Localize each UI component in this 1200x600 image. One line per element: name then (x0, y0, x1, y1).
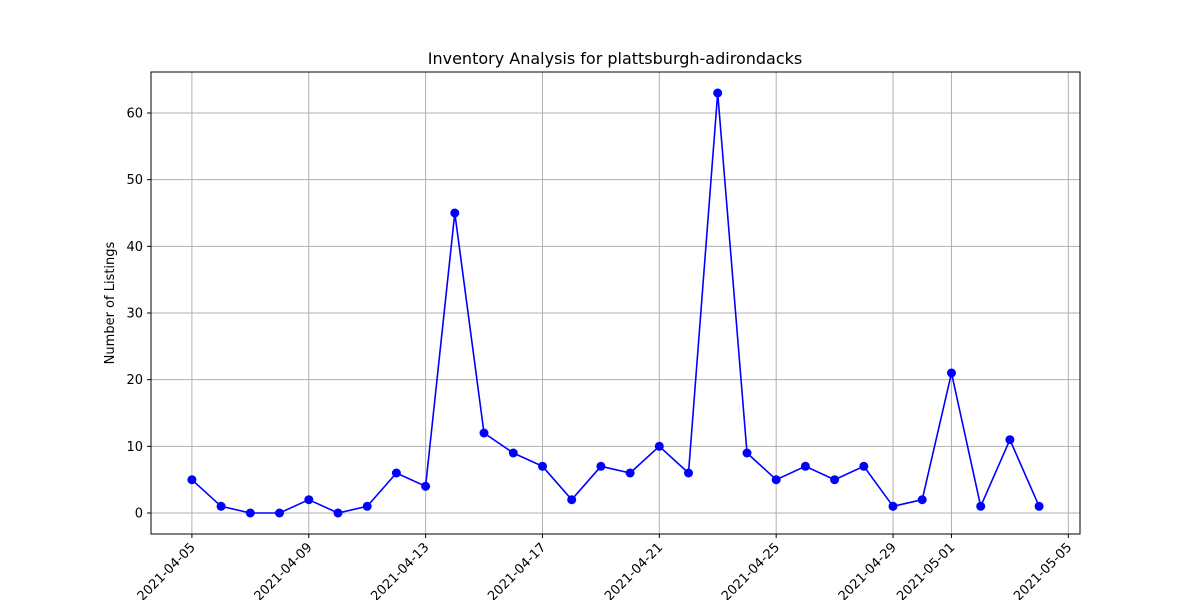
data-point (976, 501, 986, 511)
data-point (1005, 435, 1015, 445)
x-tick-label: 2021-04-17 (485, 540, 549, 600)
y-tick-label: 50 (126, 173, 143, 188)
data-point (800, 461, 810, 471)
data-point (771, 475, 781, 485)
data-point (508, 448, 518, 458)
data-point (245, 508, 255, 518)
x-tick-label: 2021-04-21 (602, 540, 666, 600)
y-tick-label: 40 (126, 240, 143, 255)
data-point (567, 495, 577, 505)
data-point (625, 468, 635, 478)
data-point (888, 501, 898, 511)
plot-frame (150, 71, 1081, 535)
y-axis-ticks: 0 10 20 30 40 50 60 (126, 107, 151, 522)
data-point (391, 468, 401, 478)
data-point (684, 468, 693, 478)
data-point (830, 475, 840, 485)
data-point (304, 495, 314, 505)
data-point (713, 88, 723, 98)
data-point (187, 475, 197, 485)
x-tick-label: 2021-04-05 (135, 540, 199, 600)
x-tick-label: 2021-04-25 (719, 540, 783, 600)
y-tick-label: 20 (126, 373, 143, 388)
series-line-group (187, 88, 1044, 518)
chart-title: Inventory Analysis for plattsburgh-adiro… (428, 49, 802, 68)
data-point (742, 448, 752, 458)
series-line (191, 92, 1040, 514)
data-point (479, 428, 489, 438)
data-point (654, 441, 664, 451)
y-tick-label: 60 (126, 107, 143, 122)
y-tick-label: 30 (126, 307, 143, 322)
x-axis-ticks: 2021-04-05 2021-04-09 2021-04-13 2021-04-17… (135, 534, 1075, 600)
data-point (859, 461, 869, 471)
y-tick-label: 0 (135, 507, 143, 522)
data-point (216, 501, 226, 511)
data-point (450, 208, 460, 218)
y-axis-label: Number of Listings (103, 241, 118, 364)
data-point (538, 461, 547, 471)
data-point (333, 508, 343, 518)
grid-lines (151, 72, 1080, 534)
data-point (275, 508, 284, 518)
data-point (421, 481, 431, 491)
data-point (917, 495, 927, 505)
x-tick-label: 2021-04-29 (836, 540, 900, 600)
data-point (947, 368, 956, 378)
x-tick-label: 2021-05-05 (1011, 540, 1075, 600)
data-point (1034, 501, 1044, 511)
x-tick-label: 2021-04-09 (252, 540, 316, 600)
x-tick-label: 2021-05-01 (894, 540, 958, 600)
y-tick-label: 10 (126, 440, 143, 455)
data-point (362, 501, 372, 511)
x-tick-label: 2021-04-13 (368, 540, 432, 600)
data-point (596, 461, 606, 471)
